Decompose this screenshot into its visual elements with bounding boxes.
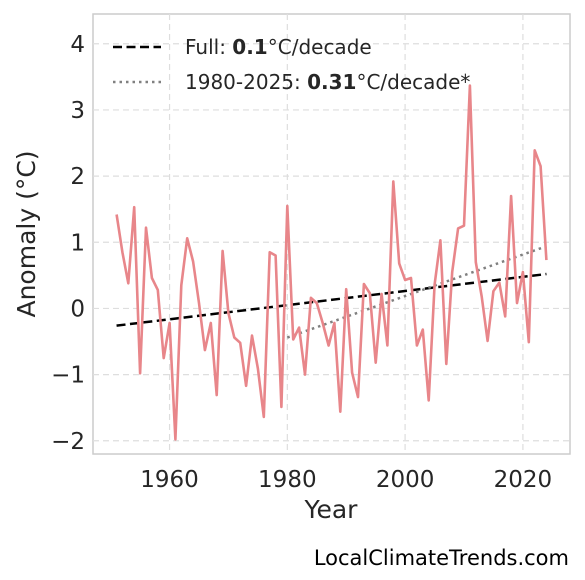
y-tick-label: −2 — [51, 429, 85, 455]
x-tick-label: 1980 — [258, 467, 317, 493]
legend-recent-label: 1980-2025: — [185, 70, 307, 94]
y-tick-label: 3 — [70, 98, 85, 124]
y-tick-label: −1 — [51, 363, 85, 389]
series-lines — [115, 84, 548, 441]
y-axis-label: Anomaly (°C) — [12, 150, 41, 317]
x-tick-label: 1960 — [140, 467, 199, 493]
y-tick-label: 1 — [70, 230, 85, 256]
x-tick-label: 2000 — [376, 467, 435, 493]
x-ticks: 1960 1980 2000 2020 — [140, 467, 552, 493]
legend-full-value: 0.1 — [232, 35, 267, 59]
trend-line-recent — [286, 245, 547, 339]
legend-full-unit: °C/decade — [268, 35, 372, 59]
y-tick-label: 4 — [70, 32, 85, 58]
series-line-anomaly — [115, 84, 548, 441]
legend-entry-recent: 1980-2025: 0.31°C/decade* — [185, 70, 470, 94]
x-tick-label: 2020 — [494, 467, 553, 493]
legend: Full: 0.1°C/decade 1980-2025: 0.31°C/dec… — [113, 35, 470, 94]
y-ticks: −2 −1 0 1 2 3 4 — [51, 32, 85, 455]
legend-full-label: Full: — [185, 35, 232, 59]
legend-entry-full: Full: 0.1°C/decade — [185, 35, 372, 59]
trend-line-full — [116, 272, 547, 327]
y-tick-label: 2 — [70, 164, 85, 190]
y-tick-label: 0 — [70, 296, 85, 322]
site-credit: LocalClimateTrends.com — [313, 546, 569, 570]
legend-recent-unit: °C/decade* — [356, 70, 470, 94]
legend-recent-value: 0.31 — [307, 70, 356, 94]
trend-lines — [116, 245, 547, 339]
x-axis-label: Year — [304, 495, 359, 524]
